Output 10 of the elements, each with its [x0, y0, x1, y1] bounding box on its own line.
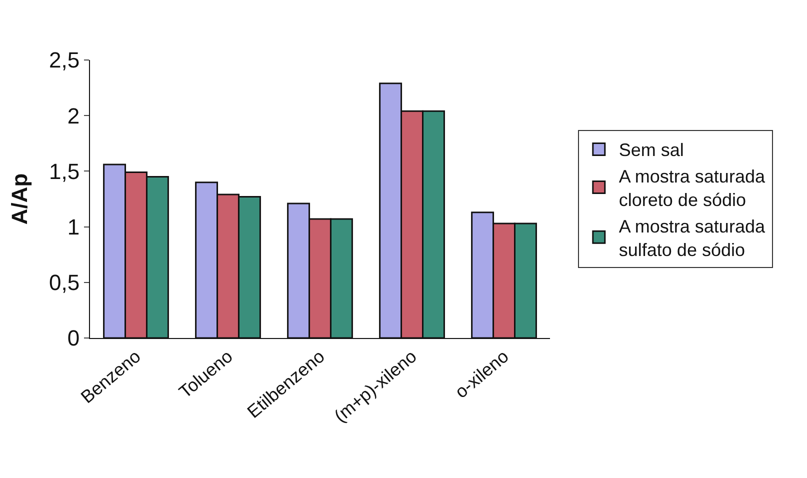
y-tick-label: 1 — [67, 214, 80, 240]
y-tick-label: 2,5 — [49, 48, 80, 73]
y-tick-label: 0,5 — [49, 270, 80, 296]
y-tick-label: 1,5 — [49, 158, 80, 184]
legend-label: A mostra saturada sulfato de sódio — [618, 216, 766, 260]
y-tick-label: 0 — [67, 326, 80, 351]
y-axis-title: A/Ap — [6, 173, 32, 225]
y-tick-label: 2 — [67, 103, 80, 128]
legend-label: Sem sal — [618, 140, 684, 160]
legend-label: A mostra saturada cloreto de sódio — [618, 166, 766, 210]
